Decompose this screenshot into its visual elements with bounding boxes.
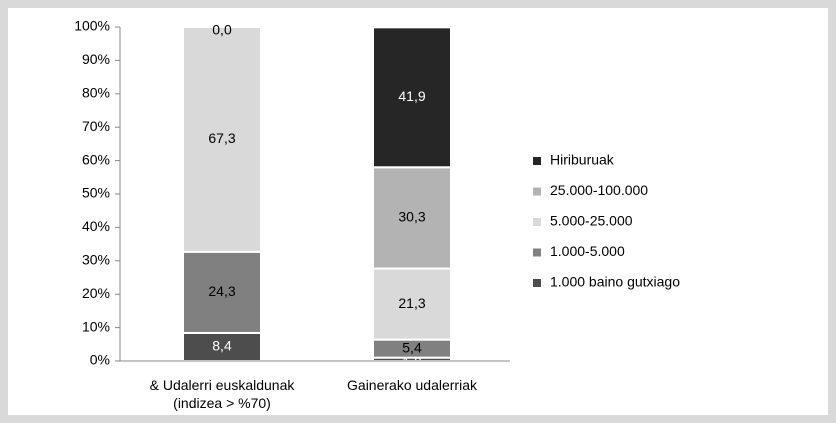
y-tick-label: 0%: [90, 352, 110, 368]
bar-segment: [182, 26, 262, 253]
y-tick-label: 40%: [82, 218, 110, 234]
y-tick-label: 60%: [82, 151, 110, 167]
legend-swatch: [533, 157, 541, 165]
data-label: 21,3: [398, 295, 425, 311]
y-tick-label: 90%: [82, 51, 110, 67]
legend-label: 25.000-100.000: [550, 182, 648, 198]
data-label: 0,0: [212, 22, 232, 38]
data-label: 67,3: [208, 130, 235, 146]
y-tick-label: 10%: [82, 318, 110, 334]
y-tick-label: 50%: [82, 185, 110, 201]
bar-segment: [372, 26, 452, 169]
y-tick-label: 80%: [82, 85, 110, 101]
y-tick-label: 100%: [74, 18, 110, 34]
legend-swatch: [533, 248, 541, 257]
legend-swatch: [533, 187, 541, 196]
bar-segment: [182, 250, 262, 334]
y-tick-label: 30%: [82, 252, 110, 268]
legend-label: 5.000-25.000: [550, 213, 633, 229]
legend-swatch: [533, 279, 541, 287]
data-label: 24,3: [208, 283, 235, 299]
y-tick-label: 20%: [82, 285, 110, 301]
data-label: 30,3: [398, 209, 425, 225]
y-tick-label: 70%: [82, 118, 110, 134]
legend-swatch: [533, 218, 541, 226]
data-label: 5,4: [402, 339, 422, 355]
bar-segment: [372, 267, 452, 341]
data-label: 41,9: [398, 88, 425, 104]
x-tick-label: & Udalerri euskaldunak (indizea > %70): [149, 377, 295, 411]
legend-label: 1.000-5.000: [550, 243, 625, 259]
legend-label: Hiriburuak: [550, 152, 615, 168]
legend-label: 1.000 baino gutxiago: [550, 274, 680, 290]
data-label: 8,4: [212, 338, 232, 354]
x-tick-label: Gainerako udalerriak: [347, 377, 477, 393]
bar-segment: [372, 166, 452, 270]
